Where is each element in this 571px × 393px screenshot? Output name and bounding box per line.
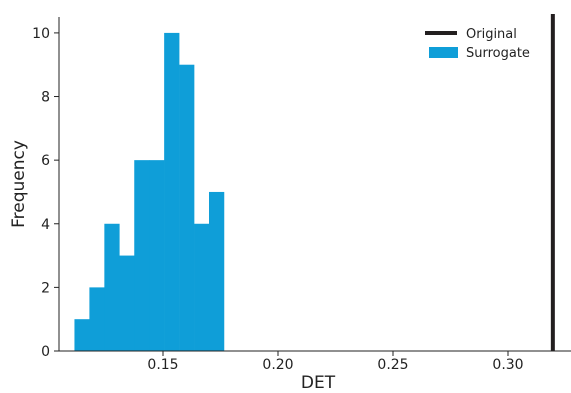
- y-ticks: 0 2 4 6 8 10: [32, 26, 59, 360]
- legend: Original Surrogate: [425, 27, 530, 61]
- histogram-bar: [89, 287, 105, 351]
- x-tick-label: 0.15: [147, 357, 178, 373]
- y-tick-label: 0: [41, 344, 50, 360]
- y-tick-label: 8: [41, 90, 50, 106]
- x-ticks: 0.15 0.20 0.25 0.30: [147, 351, 524, 373]
- x-axis-label: DET: [301, 373, 336, 393]
- histogram-bar: [209, 191, 225, 351]
- legend-label-surrogate: Surrogate: [466, 46, 530, 61]
- histogram-bars: [74, 32, 225, 352]
- histogram-bar: [149, 160, 165, 351]
- y-tick-label: 10: [32, 26, 50, 42]
- histogram-bar: [194, 223, 210, 351]
- histogram-bar: [179, 64, 195, 352]
- histogram-bar: [119, 255, 135, 351]
- x-tick-label: 0.30: [492, 357, 523, 373]
- histogram-bar: [134, 160, 150, 351]
- legend-label-original: Original: [466, 27, 517, 42]
- y-tick-label: 6: [41, 153, 50, 169]
- legend-swatch-surrogate: [429, 47, 458, 58]
- y-axis-label: Frequency: [9, 140, 29, 228]
- x-tick-label: 0.20: [262, 357, 293, 373]
- y-tick-label: 4: [41, 217, 50, 233]
- y-tick-label: 2: [41, 280, 50, 296]
- x-tick-label: 0.25: [377, 357, 408, 373]
- histogram-bar: [164, 32, 180, 352]
- histogram-bar: [74, 319, 90, 351]
- histogram-bar: [104, 223, 120, 351]
